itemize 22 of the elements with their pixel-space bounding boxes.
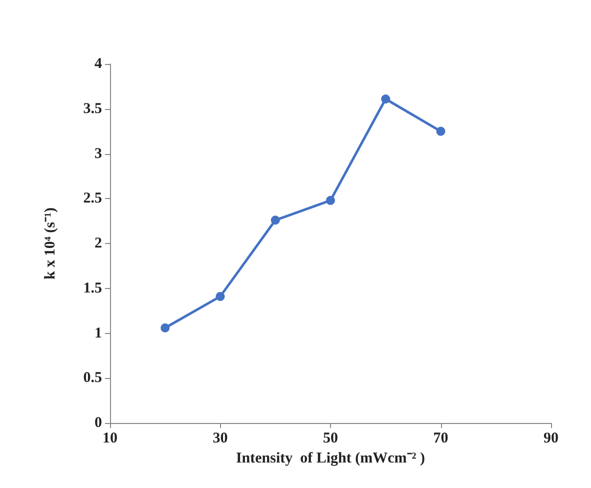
y-axis-title: k x 10⁴ (s⁻¹): [42, 208, 58, 280]
point: [381, 94, 390, 104]
y-tick-label: 3.5: [83, 100, 102, 117]
y-tick-label: 2.5: [83, 190, 102, 207]
y-tick-label: 2: [94, 236, 102, 252]
y-tick-label: 0: [94, 415, 102, 431]
y-tick-label: 0.5: [83, 370, 102, 386]
point: [216, 292, 225, 301]
x-tick-label: 70: [433, 430, 448, 446]
point: [326, 196, 335, 205]
y-tick-label: 3: [94, 146, 102, 162]
point: [270, 216, 280, 225]
point: [160, 323, 170, 332]
y-tick-label: 1: [94, 325, 102, 342]
y-tick-label: 1.5: [83, 280, 102, 296]
x-tick-label: 90: [544, 430, 558, 446]
y-tick-label: 4: [94, 56, 102, 72]
x-tick-label: 10: [102, 430, 118, 446]
x-tick-label: 30: [212, 430, 228, 446]
x-axis-title: Intensity of Light (mWcm⁻² ): [236, 450, 426, 466]
point: [436, 126, 446, 136]
x-tick-label: 50: [323, 430, 338, 446]
